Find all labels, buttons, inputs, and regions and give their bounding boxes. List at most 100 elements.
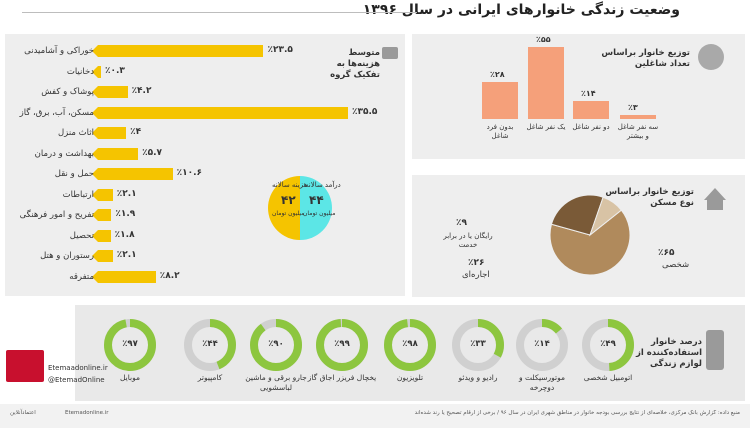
expense-category: بهداشت و درمان: [34, 148, 94, 159]
expenses-panel: [5, 34, 405, 296]
housing-value-free: ٪۹: [456, 218, 467, 228]
logo-social: @EtemadOnline: [48, 376, 105, 384]
expense-category: متفرقه: [69, 271, 94, 282]
worker-category: سه نفر شاغل و بیشتر: [617, 123, 659, 140]
expense-category: پوشاک و کفش: [41, 87, 94, 97]
worker-value: ٪۳: [628, 103, 638, 113]
expense-category: تفریح و امور فرهنگی: [19, 210, 94, 220]
expense-value: ٪۱.۹: [115, 209, 136, 219]
donut-fill: [516, 319, 568, 371]
expense-value: ٪۴: [130, 127, 142, 137]
appliance-label: رادیو و ویدئو: [458, 373, 498, 382]
expense-value: ٪۰.۳: [105, 65, 125, 76]
expense-category: اثاث منزل: [57, 128, 94, 138]
appliance-value: ٪۳۳: [470, 339, 486, 349]
donut-fill: [452, 319, 504, 371]
logo: [6, 350, 44, 382]
expenses-title: متوسط هزینه‌ها به تفکیک گروه: [330, 48, 380, 80]
worker-bar: [482, 82, 518, 119]
housing-label-rented: اجاره‌ای: [462, 270, 490, 280]
appliance-donuts: [104, 319, 634, 371]
appliance-label: کامپیوتر: [197, 373, 223, 382]
money-icon: [382, 47, 398, 59]
appliance-label: یخچال فریزر اجاق گاز: [307, 373, 377, 382]
expense-value: ٪۲.۱: [116, 188, 137, 199]
income-circle: [268, 176, 332, 240]
workers-title: توزیع خانوار براساس تعداد شاغلین: [601, 48, 690, 69]
worker-category: بدون فرد شاغل: [486, 123, 514, 140]
expense-value: ٪۲.۱: [116, 250, 137, 260]
expense-bar: [92, 168, 173, 180]
appliance-value: ٪۴۴: [202, 339, 218, 349]
worker-value: ٪۱۴: [581, 88, 596, 98]
expense-category: تحصیل: [69, 230, 94, 241]
house-icon: [704, 188, 726, 200]
expense-category: ارتباطات: [62, 189, 94, 200]
expense-bar: [92, 86, 128, 98]
expense-value: ٪۳۵.۵: [352, 106, 378, 117]
appliance-value: ٪۹۹: [334, 339, 350, 349]
worker-value: ٪۵۵: [536, 35, 551, 44]
expense-bar: [92, 229, 111, 242]
expense-value: ٪۲۳.۵: [267, 45, 293, 55]
expense-category: دخانیات: [66, 66, 94, 77]
expense-value: ٪۵.۷: [142, 147, 163, 158]
worker-bar: [620, 115, 656, 119]
donut-fill: [316, 319, 368, 371]
expense-value: ٪۱.۸: [114, 229, 135, 240]
expense-value: ٪۸.۲: [159, 270, 180, 281]
appliance-value: ٪۱۴: [534, 339, 550, 349]
housing-slice: [549, 209, 631, 276]
expense-value: ٪۴.۲: [131, 86, 152, 96]
appliance-label: جارو برقی و ماشین لباسشویی: [245, 373, 307, 392]
footer-agency: اعتمادآنلاین: [10, 410, 36, 416]
appliances-title: درصد خانوار استفاده‌کننده از لوازم زندگی: [635, 337, 702, 369]
footer-site: Etemadonline.ir: [65, 410, 109, 416]
housing-value-owned: ٪۶۵: [658, 248, 675, 258]
expense-bar: [91, 45, 264, 57]
expense-bar: [91, 209, 112, 221]
housing-label-owned: شخصی: [662, 260, 690, 270]
income-value: ۴۴: [309, 193, 324, 207]
logo-site: Etemaadonline.ir: [48, 364, 108, 372]
appliance-value: ٪۹۸: [402, 339, 418, 349]
appliance-label: موبایل: [119, 373, 141, 382]
expense-bar: [92, 188, 113, 201]
housing-label-free: رایگان یا در برابر خدمت: [443, 232, 493, 249]
expense-category: رستوران و هتل: [40, 251, 94, 261]
donut-fill: [250, 319, 302, 371]
income-unit: میلیون تومان: [303, 210, 336, 217]
worker-category: یک نفر شاغل: [526, 123, 566, 131]
donut-fill: [384, 319, 436, 371]
workers-panel: [412, 34, 745, 159]
worker-icon: [698, 44, 724, 70]
expense-bar: [92, 270, 156, 283]
expense-bar: [91, 147, 139, 160]
housing-slice: [588, 196, 623, 237]
housing-title: توزیع خانوار براساس نوع مسکن: [605, 187, 694, 208]
cost-unit: میلیون تومان: [272, 210, 305, 217]
appliance-value: ٪۹۷: [122, 339, 138, 349]
donut-fill: [582, 319, 634, 371]
footer-source: منبع داده: گزارش بانک مرکزی، خلاصه‌ای از…: [414, 410, 740, 416]
expense-category: حمل و نقل: [54, 169, 94, 179]
appliance-value: ٪۹۰: [268, 339, 284, 349]
expense-category: مسکن، آب، برق، گاز: [19, 107, 94, 118]
worker-category: دو نفر شاغل: [572, 123, 610, 131]
appliance-label: موتورسیکلت و دوچرخه: [518, 373, 566, 392]
title-divider: [22, 12, 417, 13]
appliance-value: ٪۴۹: [600, 339, 616, 349]
housing-value-rented: ٪۲۶: [468, 258, 485, 268]
fridge-icon: [706, 330, 724, 370]
expense-bar: [91, 127, 127, 139]
footer-bar: [0, 404, 750, 428]
donut-fill: [184, 319, 236, 371]
cost-value: ۴۲: [281, 193, 296, 207]
appliance-label: تلویزیون: [396, 373, 424, 382]
house-icon-body: [707, 200, 723, 210]
donut-fill: [104, 319, 156, 371]
expense-value: ٪۱۰.۶: [176, 168, 203, 178]
expense-bar: [92, 250, 113, 262]
expense-bar: [92, 106, 348, 119]
appliance-label: اتومبیل شخصی: [583, 373, 633, 382]
